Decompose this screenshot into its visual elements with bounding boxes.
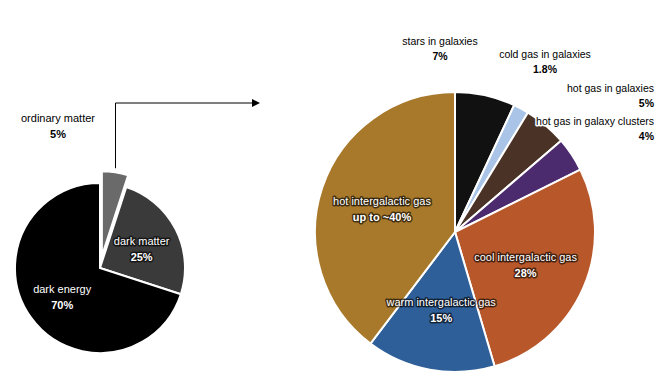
- svg-text:15%: 15%: [430, 312, 452, 324]
- svg-text:7%: 7%: [432, 50, 448, 62]
- svg-text:5%: 5%: [50, 128, 66, 140]
- svg-text:cool intergalactic gas: cool intergalactic gas: [474, 251, 577, 263]
- svg-text:stars in galaxies: stars in galaxies: [402, 35, 477, 47]
- svg-text:cold gas in galaxies: cold gas in galaxies: [499, 48, 591, 60]
- svg-text:hot gas in galaxies: hot gas in galaxies: [567, 82, 654, 94]
- svg-text:5%: 5%: [639, 97, 655, 109]
- svg-text:ordinary matter: ordinary matter: [21, 112, 95, 124]
- svg-text:hot gas in galaxy clusters: hot gas in galaxy clusters: [536, 115, 654, 127]
- svg-text:25%: 25%: [131, 251, 153, 263]
- svg-text:dark matter: dark matter: [114, 235, 170, 247]
- svg-text:dark energy: dark energy: [33, 283, 92, 295]
- svg-text:4%: 4%: [639, 130, 655, 142]
- svg-text:warm intergalactic gas: warm intergalactic gas: [385, 296, 496, 308]
- svg-text:28%: 28%: [515, 267, 537, 279]
- svg-text:1.8%: 1.8%: [533, 63, 558, 75]
- svg-text:70%: 70%: [51, 299, 73, 311]
- svg-text:up to ~40%: up to ~40%: [353, 211, 412, 223]
- svg-text:hot intergalactic gas: hot intergalactic gas: [333, 195, 431, 207]
